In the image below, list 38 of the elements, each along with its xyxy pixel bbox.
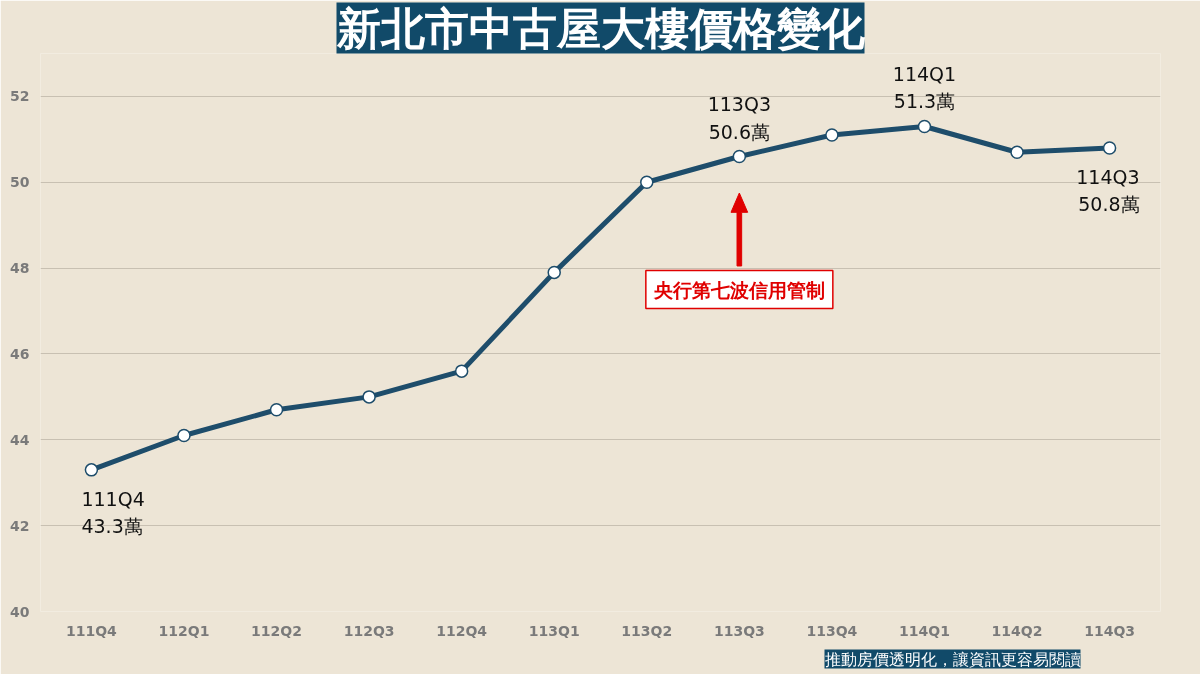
point [1010, 145, 1024, 159]
x-tick-label: 112Q2 [251, 622, 302, 639]
point [547, 265, 561, 280]
chart-title: 新北市中古屋大樓價格變化 [335, 2, 866, 54]
y-tick-label: 52 [10, 88, 30, 105]
x-tick-label: 112Q1 [158, 622, 210, 639]
point [825, 128, 839, 142]
text: 推動房價透明化，讓資訊更容易閱讀 [824, 649, 1081, 669]
point [362, 390, 376, 404]
data-label: 113Q3 50.6萬 [707, 93, 771, 143]
x-tick-label: 114Q1 [899, 622, 950, 639]
y-tick-label: 48 [10, 260, 30, 277]
x-tick-label: 113Q1 [528, 622, 580, 639]
y-tick-label: 40 [10, 603, 30, 620]
point [1102, 141, 1117, 155]
data-label: 114Q1 51.3萬 [892, 62, 957, 113]
y-tick-label: 50 [10, 174, 30, 191]
point [84, 463, 99, 477]
x-tick-label: 112Q3 [343, 622, 395, 639]
data-label: 114Q3 50.8萬 [1076, 165, 1140, 216]
data-label: 111Q4 43.3萬 [81, 487, 145, 538]
y-tick-label: 42 [10, 517, 30, 534]
x-tick-label: 111Q4 [65, 622, 118, 639]
annotation: 央行第七波信用管制 [652, 278, 825, 301]
point [917, 119, 932, 134]
x-tick-label: 114Q2 [991, 622, 1043, 639]
point [177, 428, 191, 443]
x-tick-label: 113Q3 [713, 622, 765, 639]
point [269, 403, 284, 417]
x-tick-label: 112Q4 [436, 622, 488, 639]
y-tick-label: 44 [10, 431, 30, 448]
x-tick-label: 113Q4 [806, 622, 858, 639]
point [454, 364, 469, 378]
point [732, 149, 747, 164]
y-tick-label: 46 [10, 345, 30, 362]
point [640, 175, 654, 190]
x-tick-label: 114Q3 [1084, 622, 1136, 639]
x-tick-label: 113Q2 [621, 622, 673, 639]
